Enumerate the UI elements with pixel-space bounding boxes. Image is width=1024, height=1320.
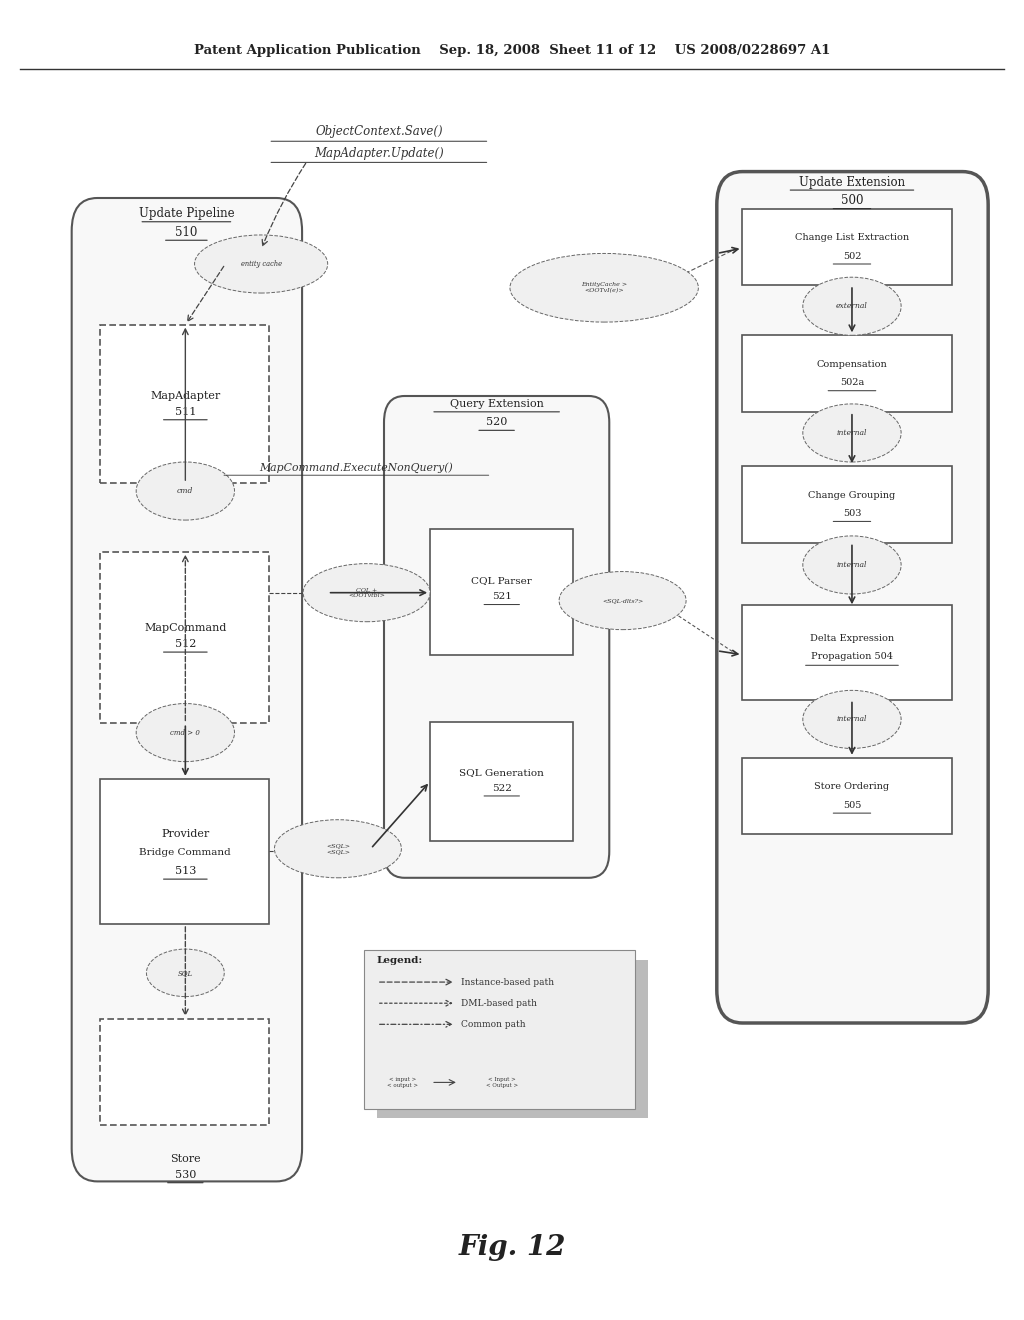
Text: MapAdapter.Update(): MapAdapter.Update(): [314, 147, 443, 160]
Text: 511: 511: [175, 407, 196, 417]
Text: Update Extension: Update Extension: [799, 176, 905, 189]
Text: 520: 520: [486, 417, 507, 428]
FancyBboxPatch shape: [384, 396, 609, 878]
FancyBboxPatch shape: [430, 529, 573, 655]
Text: internal: internal: [837, 429, 867, 437]
Text: 502: 502: [843, 252, 861, 260]
Ellipse shape: [136, 462, 234, 520]
Text: Common path: Common path: [461, 1020, 525, 1028]
FancyBboxPatch shape: [742, 605, 952, 700]
Text: MapCommand: MapCommand: [144, 623, 226, 634]
Ellipse shape: [136, 704, 234, 762]
Text: 500: 500: [841, 194, 863, 207]
FancyBboxPatch shape: [100, 1019, 269, 1125]
Text: 513: 513: [175, 866, 196, 876]
Ellipse shape: [374, 1065, 431, 1100]
FancyBboxPatch shape: [72, 198, 302, 1181]
Text: MapCommand.ExecuteNonQuery(): MapCommand.ExecuteNonQuery(): [259, 462, 454, 473]
Text: CQL +
<OOTvtbl>: CQL + <OOTvtbl>: [348, 587, 385, 598]
Text: external: external: [836, 302, 868, 310]
FancyBboxPatch shape: [742, 335, 952, 412]
Text: Query Extension: Query Extension: [450, 399, 544, 409]
Text: entity cache: entity cache: [241, 260, 282, 268]
Text: internal: internal: [837, 561, 867, 569]
Text: ObjectContext.Save(): ObjectContext.Save(): [315, 125, 442, 139]
Text: Patent Application Publication    Sep. 18, 2008  Sheet 11 of 12    US 2008/02286: Patent Application Publication Sep. 18, …: [194, 44, 830, 57]
Text: CQL Parser: CQL Parser: [471, 577, 532, 585]
FancyBboxPatch shape: [742, 466, 952, 543]
Text: Compensation: Compensation: [816, 360, 888, 368]
FancyBboxPatch shape: [100, 325, 269, 483]
Text: Legend:: Legend:: [377, 957, 423, 965]
Ellipse shape: [803, 277, 901, 335]
Ellipse shape: [559, 572, 686, 630]
Text: SQL Generation: SQL Generation: [460, 768, 544, 776]
FancyBboxPatch shape: [717, 172, 988, 1023]
Text: 522: 522: [492, 784, 512, 792]
Ellipse shape: [465, 1065, 539, 1100]
Text: Store: Store: [170, 1154, 201, 1164]
Text: <SQL-dlts?>: <SQL-dlts?>: [602, 598, 643, 603]
FancyBboxPatch shape: [364, 950, 635, 1109]
Ellipse shape: [274, 820, 401, 878]
Text: 505: 505: [843, 801, 861, 809]
FancyBboxPatch shape: [742, 758, 952, 834]
Text: DML-based path: DML-based path: [461, 999, 537, 1007]
Ellipse shape: [303, 564, 430, 622]
Text: 510: 510: [175, 226, 198, 239]
Text: 512: 512: [175, 639, 196, 649]
FancyBboxPatch shape: [742, 209, 952, 285]
FancyBboxPatch shape: [100, 779, 269, 924]
Text: 530: 530: [175, 1170, 196, 1180]
Text: SQL: SQL: [178, 969, 193, 977]
Text: internal: internal: [837, 715, 867, 723]
Text: Update Pipeline: Update Pipeline: [138, 207, 234, 220]
Ellipse shape: [803, 404, 901, 462]
FancyBboxPatch shape: [100, 552, 269, 723]
Text: Delta Expression: Delta Expression: [810, 635, 894, 643]
Text: 503: 503: [843, 510, 861, 517]
Text: Store Ordering: Store Ordering: [814, 783, 890, 791]
FancyBboxPatch shape: [377, 960, 648, 1118]
Text: EntityCache >
<OOTvI(e)>: EntityCache > <OOTvI(e)>: [581, 282, 628, 293]
Text: Provider: Provider: [161, 829, 210, 840]
FancyBboxPatch shape: [430, 722, 573, 841]
Text: <SQL>
<SQL>: <SQL> <SQL>: [326, 843, 350, 854]
Ellipse shape: [146, 949, 224, 997]
Text: 502a: 502a: [840, 379, 864, 387]
Text: Propagation 504: Propagation 504: [811, 652, 893, 660]
Text: Fig. 12: Fig. 12: [459, 1234, 565, 1261]
Text: Change Grouping: Change Grouping: [808, 491, 896, 499]
Text: MapAdapter: MapAdapter: [151, 391, 220, 401]
Text: Instance-based path: Instance-based path: [461, 978, 554, 986]
Text: 521: 521: [492, 593, 512, 601]
Ellipse shape: [195, 235, 328, 293]
Ellipse shape: [510, 253, 698, 322]
Text: < Input >
< Output >: < Input > < Output >: [485, 1077, 518, 1088]
Text: Change List Extraction: Change List Extraction: [795, 234, 909, 242]
Ellipse shape: [803, 690, 901, 748]
Text: < input >
< output >: < input > < output >: [387, 1077, 418, 1088]
Text: cmd: cmd: [177, 487, 194, 495]
Text: cmd > 0: cmd > 0: [170, 729, 201, 737]
Ellipse shape: [803, 536, 901, 594]
Text: Bridge Command: Bridge Command: [139, 849, 231, 857]
